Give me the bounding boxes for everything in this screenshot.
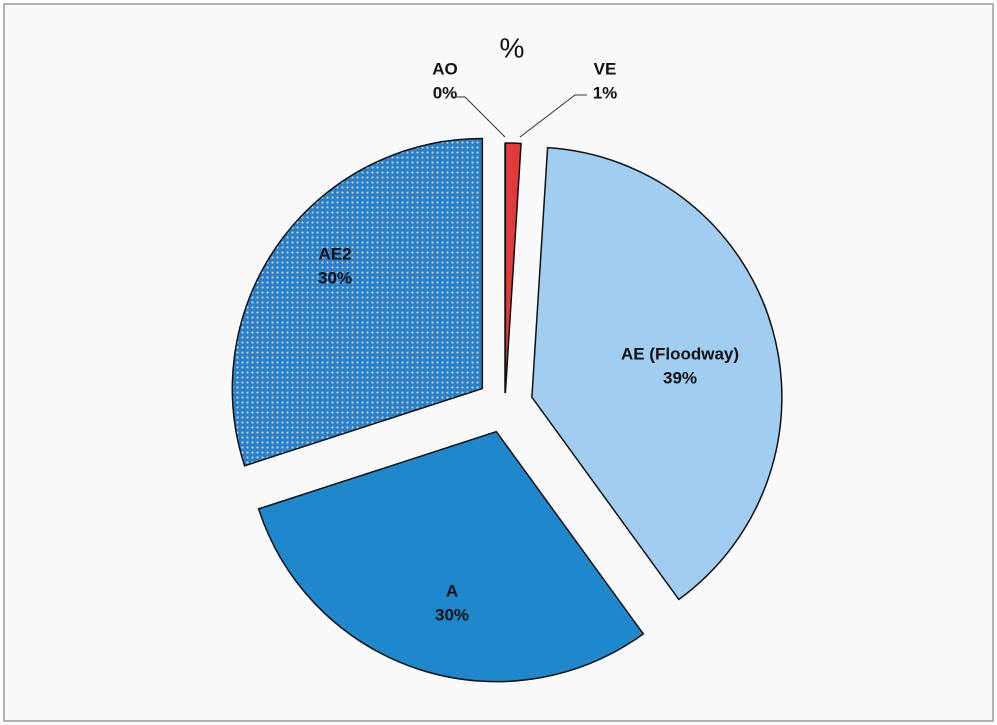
slice-label: A bbox=[446, 581, 458, 600]
slice-label: VE bbox=[594, 59, 617, 78]
pie-slice bbox=[257, 430, 645, 683]
chart-title: % bbox=[500, 32, 525, 63]
slice-value-label: 30% bbox=[435, 605, 469, 624]
leader-line bbox=[453, 96, 506, 138]
slice-label: AE (Floodway) bbox=[621, 344, 739, 363]
slice-value-label: 30% bbox=[318, 268, 352, 287]
slice-label: AO bbox=[432, 59, 458, 78]
slice-label: AE2 bbox=[318, 244, 351, 263]
leader-line bbox=[519, 94, 587, 138]
slice-value-label: 0% bbox=[433, 83, 458, 102]
slice-value-label: 39% bbox=[663, 368, 697, 387]
slice-value-label: 1% bbox=[593, 83, 618, 102]
pie-slice bbox=[531, 146, 783, 601]
pie-slice bbox=[231, 137, 484, 467]
